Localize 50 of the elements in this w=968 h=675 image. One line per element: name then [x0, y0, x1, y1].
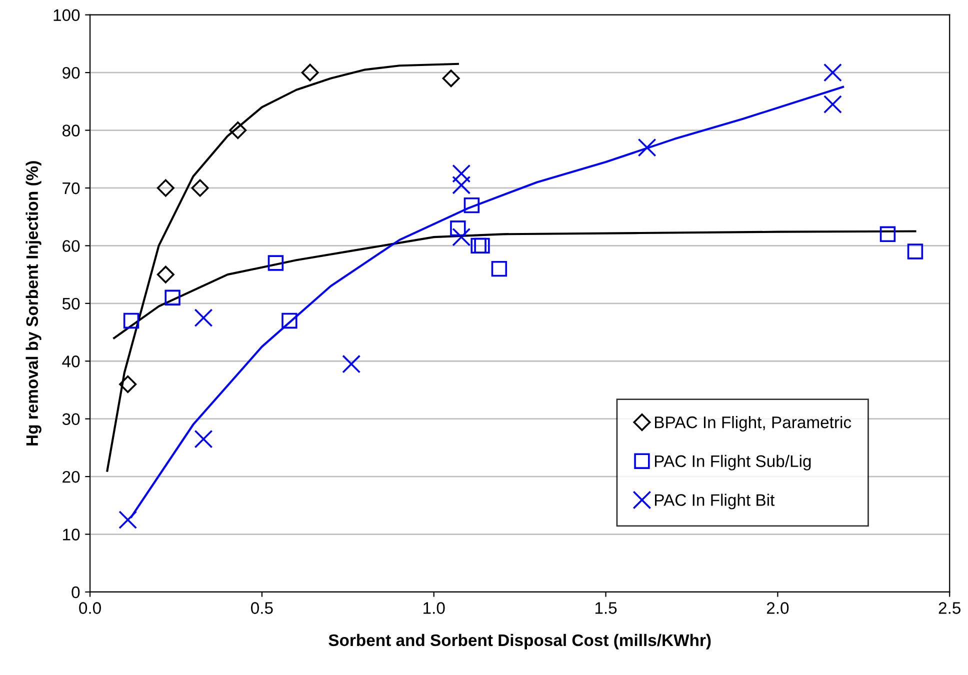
x-tick-label: 0.0: [79, 602, 101, 614]
y-tick-label: 20: [62, 470, 80, 483]
y-tick-label: 60: [62, 240, 80, 252]
x-tick-label: 1.5: [595, 602, 617, 614]
y-tick-label: 80: [62, 124, 80, 136]
point: [452, 228, 471, 246]
y-tick-label: 90: [62, 66, 80, 79]
legend-label: BPAC In Flight, Parametric: [655, 416, 852, 432]
legend-label: PAC In Flight Sub/Lig: [655, 454, 811, 470]
point: [491, 260, 508, 277]
x-tick-label: 2.5: [938, 602, 960, 614]
x-axis-title: Sorbent and Sorbent Disposal Cost (mills/KWhr): [328, 634, 711, 650]
point: [342, 354, 361, 374]
y-tick-label: 100: [54, 9, 80, 22]
y-tick-label: 50: [62, 298, 80, 310]
y-tick-label: 10: [63, 528, 80, 540]
x-tick-label: 1.0: [424, 602, 445, 614]
x-tick-label: 0.5: [251, 602, 273, 614]
point: [880, 226, 896, 242]
point: [282, 312, 298, 329]
point: [823, 63, 842, 82]
point: [450, 220, 466, 236]
point: [164, 290, 180, 306]
point: [229, 122, 247, 140]
y-tick-label: 70: [62, 182, 80, 194]
point: [191, 179, 209, 197]
point: [301, 64, 319, 82]
point: [118, 510, 138, 530]
legend-label: PAC In Flight Bit: [655, 494, 775, 510]
point: [464, 197, 480, 214]
y-axis-title: Hg removal by Sorbent Injection (%): [26, 161, 42, 446]
point: [452, 176, 471, 194]
point: [452, 164, 471, 183]
point: [156, 179, 174, 197]
point: [470, 238, 486, 254]
y-tick-label: 30: [62, 413, 80, 426]
point: [474, 238, 490, 254]
point: [442, 70, 460, 88]
point: [156, 266, 174, 284]
point: [638, 138, 656, 157]
point: [119, 375, 137, 393]
point: [907, 244, 924, 260]
point: [194, 308, 213, 328]
point: [823, 95, 842, 114]
point: [194, 430, 213, 448]
point: [123, 312, 140, 329]
y-tick-label: 0: [72, 586, 80, 598]
point: [268, 255, 284, 271]
y-tick-label: 40: [62, 356, 80, 368]
x-tick-label: 2.0: [766, 602, 789, 614]
